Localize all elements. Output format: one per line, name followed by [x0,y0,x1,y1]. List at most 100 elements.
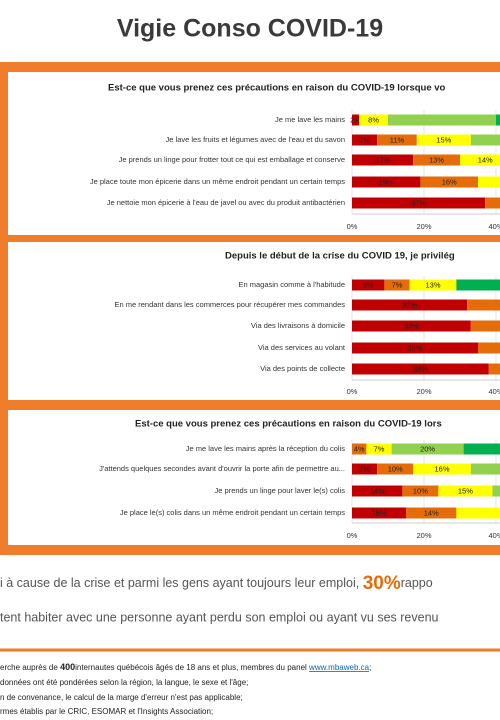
bar-segment [352,134,378,146]
value-label: 17% [375,155,390,164]
bar-segment [478,176,500,188]
value-label: 4% [354,444,365,453]
category-label: Je place toute mon épicerie dans un même… [90,177,345,186]
value-label: 15% [436,135,451,144]
bar-segment [416,134,471,146]
bar-segment [470,463,500,475]
x-tick-label: 20% [416,387,431,396]
bar-segment [352,320,471,332]
panel [8,410,500,545]
bar-segment [485,197,500,209]
bar-segment [391,443,464,455]
value-label: 32% [402,300,417,309]
value-label: 10% [413,486,428,495]
bar-segment [488,363,500,375]
bar-segment [438,485,493,497]
value-label: 7% [392,280,403,289]
bar-segment [352,154,414,166]
category-label: Je prends un linge pour laver le(s) coli… [215,486,346,495]
bar-segment [478,342,500,354]
bar-segment [463,443,500,455]
category-label: Via des points de collecte [260,364,345,373]
highlight: 30% [363,573,401,594]
x-tick-label: 40% [488,222,500,231]
x-tick-label: 20% [416,531,431,540]
category-label: Je me lave les mains après la réception … [186,444,345,453]
value-label: 20% [420,444,435,453]
value-label: 37% [411,198,426,207]
bar-segment [402,485,439,497]
footnote: données ont été pondérées selon la régio… [0,678,248,687]
bar-segment [413,154,460,166]
category-label: Je place le(s) colis dans un même endroi… [120,508,345,517]
value-label: 16% [434,464,449,473]
bar-segment [409,279,457,291]
value-label: 14% [370,486,385,495]
page-title: Vigie Conso COVID-19 [117,15,383,43]
footnote: erche auprès de 400internautes québécois… [0,662,371,672]
footnote: ; [369,663,371,672]
value-label: 14% [424,508,439,517]
bar-segment [377,463,414,475]
category-label: Je me lave les mains [275,115,345,124]
body-text: tent habiter avec une personne ayant per… [0,610,439,624]
bar-segment [496,114,500,126]
value-label: 11% [390,135,405,144]
x-tick-label: 0% [347,387,358,396]
bar-segment [352,363,489,375]
value-label: 35% [407,343,422,352]
link[interactable]: www.mbaweb.ca [308,663,370,672]
value-label: 33% [404,321,419,330]
x-tick-label: 20% [416,222,431,231]
value-label: 16% [442,177,457,186]
panel [8,72,500,235]
bar-segment [352,485,403,497]
bar-segment [352,176,421,188]
value-label: 7% [359,464,370,473]
value-label: 14% [478,155,493,164]
body-text: rappo [401,576,433,590]
bar-segment [352,197,486,209]
value-label: 13% [429,155,444,164]
bar-segment [492,485,500,497]
bar-segment [470,134,500,146]
bar-segment [456,279,500,291]
category-label: Via des services au volant [258,343,346,352]
bar-segment [352,279,385,291]
chart-title: Est-ce que vous prenez ces précautions e… [135,419,442,430]
value-label: 19% [379,177,394,186]
category-label: En me rendant dans les commerces pour ré… [114,300,345,309]
x-tick-label: 40% [488,387,500,396]
footnote-number: 400 [60,662,75,672]
bar-segment [420,176,478,188]
bar-segment [388,114,496,126]
footnote: internautes québécois âgés de 18 ans et … [75,663,307,672]
category-label: Via des livraisons à domicile [251,321,345,330]
bar-segment [366,443,392,455]
bar-segment [456,507,500,519]
category-label: Je prends un linge pour frotter tout ce … [119,155,345,164]
bar-segment [359,114,388,126]
footnote: erche auprès de [0,663,58,672]
chart-title: Est-ce que vous prenez ces précautions e… [108,83,446,94]
value-label: 15% [458,486,473,495]
value-label: 13% [425,280,440,289]
body-text: i à cause de la crise et parmi les gens … [0,573,433,594]
bar-segment [377,134,417,146]
footnote: rmes établis par le CRIC, ESOMAR et l'In… [0,707,213,716]
bar-segment [470,320,500,332]
x-tick-label: 0% [347,222,358,231]
chart-title: Depuis le début de la crise du COVID 19,… [225,251,455,262]
value-label: 2% [350,115,361,124]
category-label: Je lave les fruits et légumes avec de l'… [166,135,345,144]
bar-segment [467,299,500,311]
value-label: 7% [359,135,370,144]
bar-segment [352,463,378,475]
bar-segment [406,507,457,519]
category-label: En magasin comme à l'habitude [239,280,346,289]
value-label: 7% [374,444,385,453]
bar-segment [352,299,468,311]
value-label: 15% [371,508,386,517]
bar-segment [384,279,410,291]
bar-segment [413,463,471,475]
